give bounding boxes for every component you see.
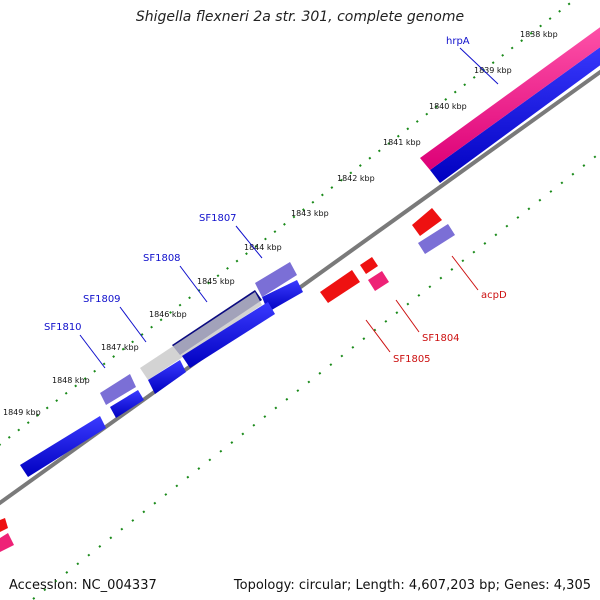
gene-hrpA-magenta[interactable] — [420, 20, 600, 170]
gene-bottom-left-red[interactable] — [0, 518, 8, 532]
tick-label: 1842 kbp — [337, 174, 375, 183]
gene-label-SF1809[interactable]: SF1809 — [83, 294, 121, 305]
gene-acpD-red[interactable] — [412, 208, 442, 236]
gene-label-hrpA[interactable]: hrpA — [446, 36, 470, 47]
gene-leader-line — [235, 225, 263, 259]
gene-label-SF1810[interactable]: SF1810 — [44, 322, 82, 333]
gene-leader-line — [119, 306, 147, 343]
gene-SF1808-blue[interactable] — [182, 302, 275, 368]
tick-label: 1848 kbp — [52, 376, 90, 385]
gene-SF1810-blue[interactable] — [110, 390, 144, 418]
tick-label: 1843 kbp — [291, 209, 329, 218]
gene-leader-line — [179, 265, 208, 303]
gene-SF1807[interactable] — [255, 262, 297, 297]
gene-SF1808-grey[interactable] — [140, 292, 262, 380]
gene-label-acpD[interactable]: acpD — [481, 290, 507, 301]
tick-label: 1844 kbp — [244, 243, 282, 252]
gene-label-SF1804[interactable]: SF1804 — [422, 333, 460, 344]
tick-label: 1847 kbp — [101, 343, 139, 352]
gene-hrpA-blue[interactable] — [430, 40, 600, 183]
tick-label: 1845 kbp — [197, 277, 235, 286]
gene-SF1805-red[interactable] — [320, 270, 360, 303]
gene-leader-line — [459, 47, 499, 85]
topology-summary: Topology: circular; Length: 4,607,203 bp… — [233, 578, 591, 593]
tick-label: 1840 kbp — [429, 102, 467, 111]
gene-acpD-light[interactable] — [418, 224, 455, 254]
tick-label: 1839 kbp — [474, 66, 512, 75]
gene-leader-line — [395, 299, 420, 333]
gene-SF1809-blue[interactable] — [148, 360, 186, 394]
gene-leader-line — [79, 334, 106, 369]
gene-SF1810-light[interactable] — [100, 374, 136, 405]
gene-SF1807-lower[interactable] — [262, 280, 303, 312]
gene-SF1804a-red[interactable] — [360, 257, 378, 274]
tick-labels: 1838 kbp 1839 kbp 1840 kbp 1841 kbp 1842 kbp… — [3, 30, 558, 417]
gene-SF1811-blue[interactable] — [20, 416, 106, 477]
gene-label-SF1807[interactable]: SF1807 — [199, 213, 237, 224]
gene-leader-line — [451, 255, 479, 291]
gene-SF1804-pink[interactable] — [368, 271, 389, 291]
gene-label-SF1808[interactable]: SF1808 — [143, 253, 181, 264]
tick-label: 1846 kbp — [149, 310, 187, 319]
tick-label: 1841 kbp — [383, 138, 421, 147]
tick-label: 1838 kbp — [520, 30, 558, 39]
map-title: Shigella flexneri 2a str. 301, complete … — [135, 9, 465, 25]
gene-label-SF1805[interactable]: SF1805 — [393, 354, 431, 365]
gene-leader-line — [365, 319, 391, 353]
gene-labels: hrpA SF1807 SF1808 SF1809 SF1810 acpD SF1804 SF… — [44, 36, 507, 369]
tick-label: 1849 kbp — [3, 408, 41, 417]
accession-text: Accession: NC_004337 — [9, 578, 157, 593]
gene-bottom-left-pink[interactable] — [0, 533, 14, 552]
